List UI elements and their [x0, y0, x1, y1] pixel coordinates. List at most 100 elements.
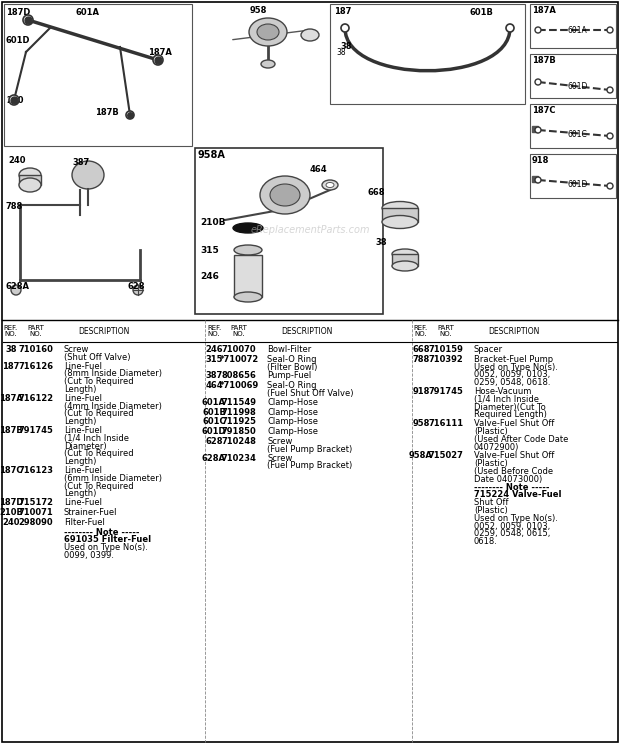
Bar: [530, 104, 616, 148]
Text: 0099, 0399.: 0099, 0399.: [64, 551, 114, 560]
Circle shape: [535, 79, 541, 85]
Text: 315: 315: [200, 246, 219, 255]
Text: Used on Type No(s).: Used on Type No(s).: [64, 543, 148, 552]
Text: 711998: 711998: [221, 408, 257, 417]
Text: 187B: 187B: [95, 108, 119, 117]
Text: 628A: 628A: [6, 282, 30, 291]
Text: 958A: 958A: [409, 452, 433, 461]
Text: Seal-O Ring: Seal-O Ring: [267, 355, 316, 364]
Text: 958: 958: [412, 419, 430, 429]
Text: 0052, 0059, 0103,: 0052, 0059, 0103,: [474, 522, 551, 530]
Text: Used on Type No(s).: Used on Type No(s).: [474, 362, 558, 371]
Ellipse shape: [260, 176, 310, 214]
Text: 601D: 601D: [568, 180, 588, 189]
Text: eReplacementParts.com: eReplacementParts.com: [250, 225, 370, 235]
Text: 240: 240: [2, 518, 20, 527]
Text: 788: 788: [412, 355, 430, 364]
Bar: [532, 176, 538, 182]
Circle shape: [607, 87, 613, 93]
Text: 710160: 710160: [19, 345, 53, 354]
Text: Date 04073000): Date 04073000): [474, 475, 542, 484]
Text: (Plastic): (Plastic): [474, 427, 508, 436]
Text: 315: 315: [205, 355, 223, 364]
Ellipse shape: [234, 245, 262, 255]
Text: (Used Before Code: (Used Before Code: [474, 467, 553, 476]
Text: -------- Note -----: -------- Note -----: [474, 483, 549, 492]
Ellipse shape: [392, 261, 418, 271]
Circle shape: [607, 27, 613, 33]
Text: PART
NO.: PART NO.: [231, 324, 247, 338]
Text: 716122: 716122: [19, 394, 53, 403]
Text: (1/4 Inch Inside: (1/4 Inch Inside: [64, 434, 129, 443]
Text: Shut Off: Shut Off: [474, 498, 508, 507]
Text: Screw: Screw: [64, 345, 89, 354]
Text: (Cut To Required: (Cut To Required: [64, 409, 134, 418]
Text: REF.
NO.: REF. NO.: [207, 324, 221, 338]
Text: 0618.: 0618.: [474, 537, 498, 546]
Text: (6mm Inside Diameter): (6mm Inside Diameter): [64, 474, 162, 483]
Text: Required Length): Required Length): [474, 411, 547, 420]
Text: 601A: 601A: [75, 8, 99, 17]
Text: 601A: 601A: [568, 26, 588, 35]
Ellipse shape: [392, 249, 418, 259]
Text: 0259, 0548, 0615,: 0259, 0548, 0615,: [474, 530, 551, 539]
Text: (8mm Inside Diameter): (8mm Inside Diameter): [64, 370, 162, 379]
Circle shape: [11, 285, 21, 295]
Text: 958A: 958A: [197, 150, 225, 160]
Ellipse shape: [257, 24, 279, 40]
Text: (Cut To Required: (Cut To Required: [64, 481, 134, 490]
Text: Length): Length): [64, 458, 96, 466]
Text: Diameter)(Cut To: Diameter)(Cut To: [474, 403, 546, 411]
Text: 601B: 601B: [202, 408, 226, 417]
Text: 187D: 187D: [6, 8, 30, 17]
Text: 668: 668: [412, 345, 430, 354]
Text: 298090: 298090: [19, 518, 53, 527]
Text: (Filter Bowl): (Filter Bowl): [267, 362, 317, 371]
Circle shape: [153, 55, 163, 65]
Bar: [530, 154, 616, 198]
Text: 187C: 187C: [0, 466, 23, 475]
Text: 788: 788: [6, 202, 24, 211]
Ellipse shape: [322, 180, 338, 190]
Bar: [532, 126, 538, 132]
Text: Bowl-Filter: Bowl-Filter: [267, 345, 311, 354]
Text: 246: 246: [205, 345, 223, 354]
Circle shape: [607, 133, 613, 139]
Text: Hose-Vacuum: Hose-Vacuum: [474, 387, 531, 396]
Text: 38: 38: [340, 42, 352, 51]
Circle shape: [133, 285, 143, 295]
Text: 601D: 601D: [568, 82, 588, 91]
Text: 710234: 710234: [221, 454, 257, 463]
Bar: [195, 148, 383, 314]
Text: 187A: 187A: [0, 394, 23, 403]
Text: 601A: 601A: [202, 398, 226, 407]
Text: Length): Length): [64, 417, 96, 426]
Text: 958: 958: [250, 6, 267, 15]
Text: Used on Type No(s).: Used on Type No(s).: [474, 514, 558, 523]
Ellipse shape: [382, 202, 418, 214]
Text: 628: 628: [205, 437, 223, 446]
Circle shape: [535, 127, 541, 133]
Ellipse shape: [72, 161, 104, 189]
Text: 716123: 716123: [19, 466, 53, 475]
Text: (Fuel Pump Bracket): (Fuel Pump Bracket): [267, 445, 352, 454]
Circle shape: [9, 95, 19, 105]
Text: DESCRIPTION: DESCRIPTION: [489, 327, 539, 336]
Text: 710248: 710248: [221, 437, 257, 446]
Text: Clamp-Hose: Clamp-Hose: [267, 417, 318, 426]
Text: Line-Fuel: Line-Fuel: [64, 466, 102, 475]
Text: 04072900): 04072900): [474, 443, 520, 452]
Text: 246: 246: [200, 272, 219, 281]
Text: Line-Fuel: Line-Fuel: [64, 498, 102, 507]
Text: 710070: 710070: [222, 345, 256, 354]
Text: (Fuel Pump Bracket): (Fuel Pump Bracket): [267, 461, 352, 470]
Text: 710071: 710071: [19, 508, 53, 517]
Text: 38: 38: [5, 345, 17, 354]
Text: Diameter): Diameter): [64, 442, 107, 451]
Text: (Fuel Shut Off Valve): (Fuel Shut Off Valve): [267, 389, 353, 398]
Text: 210B: 210B: [0, 508, 23, 517]
Text: DESCRIPTION: DESCRIPTION: [281, 327, 333, 336]
Bar: [234, 255, 262, 297]
Text: Length): Length): [64, 385, 96, 394]
Text: 716126: 716126: [19, 362, 53, 371]
